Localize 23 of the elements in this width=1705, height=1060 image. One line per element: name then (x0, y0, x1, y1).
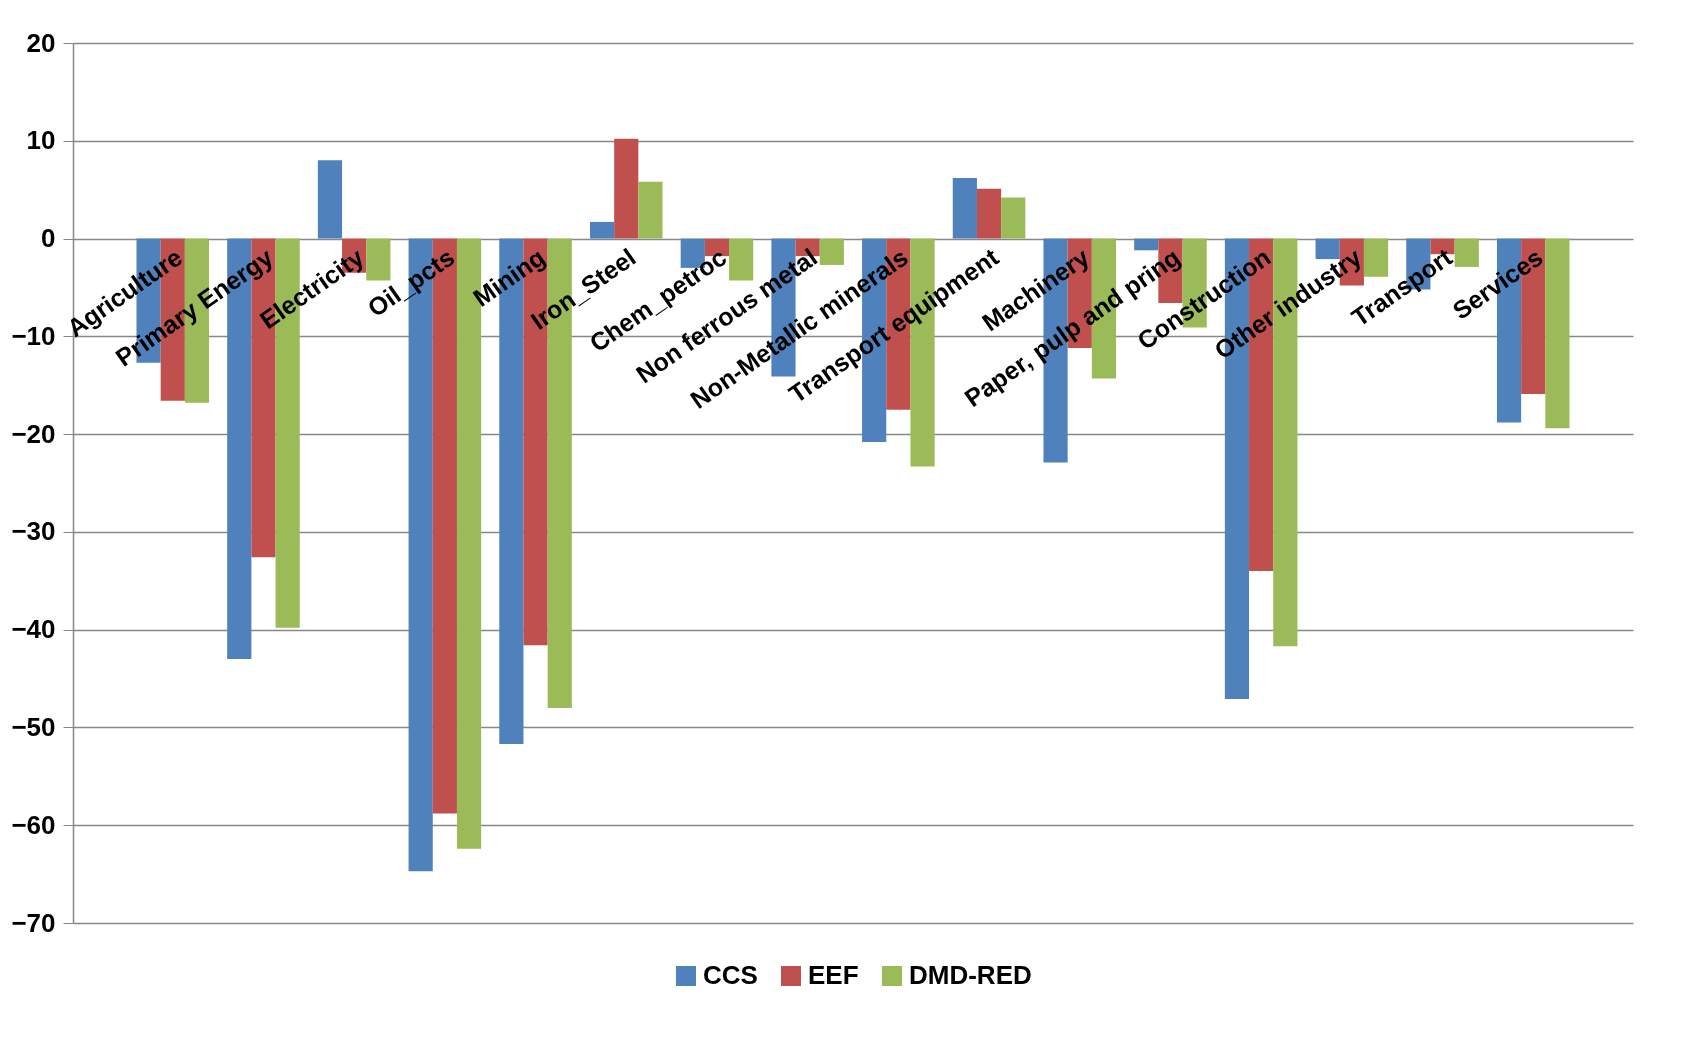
bar (638, 181, 663, 239)
y-tick-label: 0 (41, 223, 56, 254)
bar (976, 188, 1002, 239)
y-tick-label: −70 (11, 907, 56, 938)
y-tick-label: −10 (11, 320, 56, 351)
bar (1001, 197, 1026, 239)
y-tick-label: −20 (11, 418, 56, 449)
y-tick-label: 20 (26, 27, 56, 58)
bar (614, 138, 639, 239)
y-tick-label: −60 (11, 809, 56, 840)
bar (589, 221, 615, 239)
legend-label: EEF (808, 960, 859, 990)
bar (729, 238, 754, 281)
bar (1134, 238, 1159, 251)
legend-label: CCS (703, 960, 758, 990)
legend-label: DMD-RED (909, 960, 1032, 990)
bar (317, 160, 343, 239)
bar (952, 177, 977, 239)
y-tick-label: 10 (26, 125, 56, 156)
y-tick-label: −40 (11, 614, 56, 645)
bar (1545, 238, 1570, 429)
y-tick-label: −50 (11, 711, 56, 742)
y-tick-label: −30 (11, 516, 56, 547)
